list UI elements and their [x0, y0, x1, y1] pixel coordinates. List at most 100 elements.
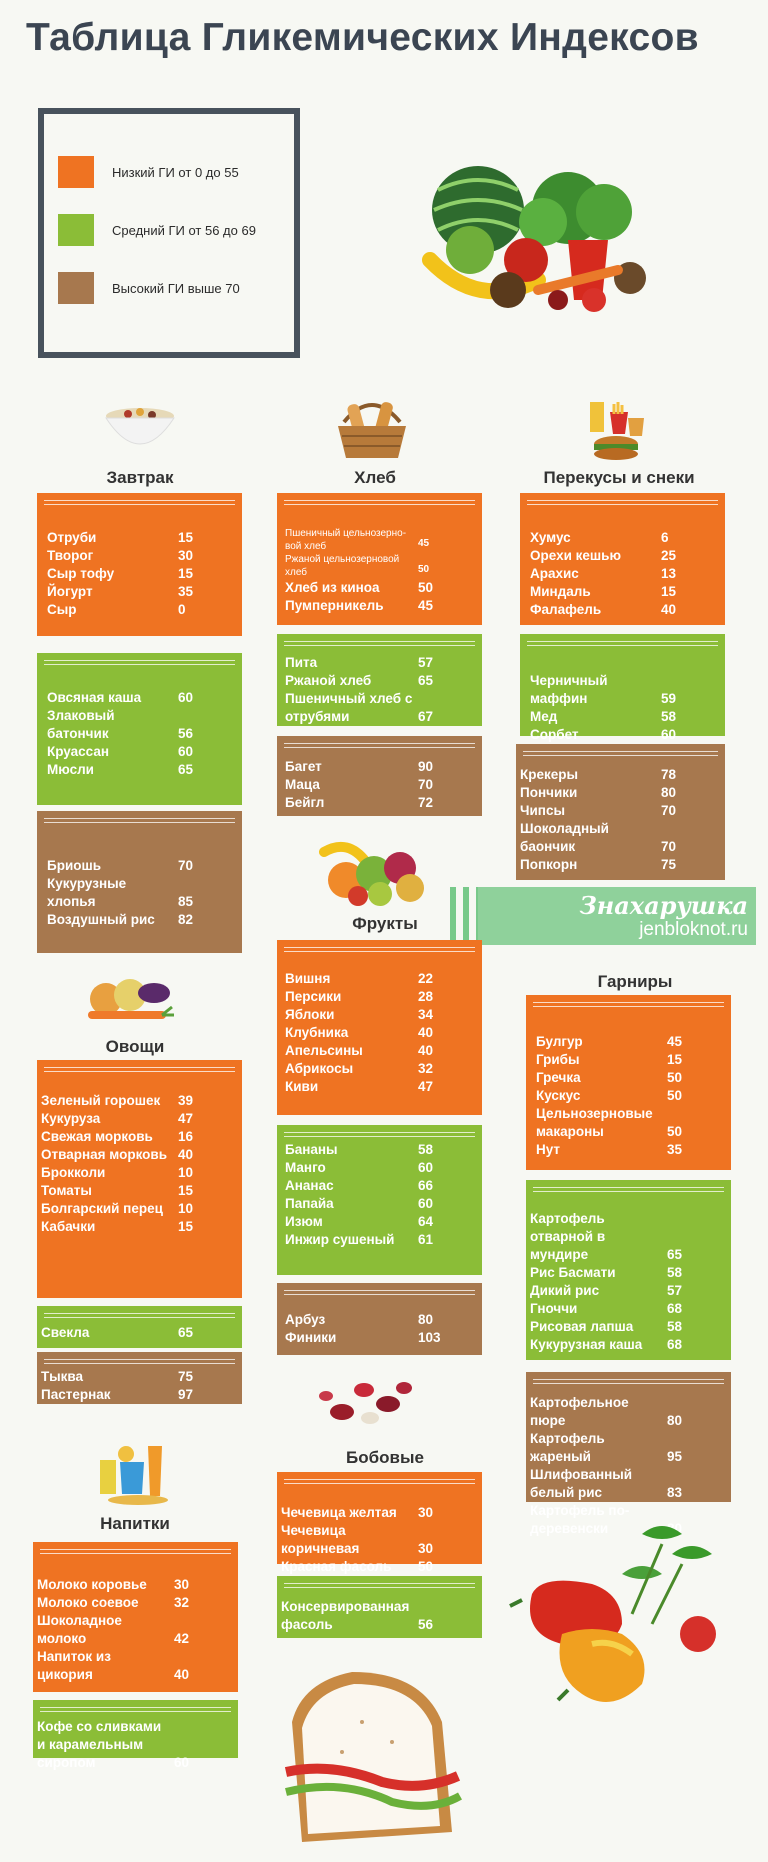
gi-box-garnish-low: Булгур 45 Грибы 15 Гречка 50 Кускус 50 Цельн… [526, 995, 731, 1170]
food-name: Финики [285, 1330, 337, 1345]
food-row: Киви 47 [285, 1078, 462, 1096]
gi-value: 15 [178, 530, 194, 545]
food-row: Рис Басмати 58 [530, 1264, 711, 1282]
gi-box-drinks-low: Молоко коровье 30 Молоко соевое 32 Шоколад… [33, 1542, 238, 1692]
food-name: Папайа [285, 1196, 334, 1211]
gi-value: 40 [174, 1667, 190, 1682]
gi-value: 15 [178, 566, 194, 581]
food-name: Сыр тофу [47, 566, 115, 581]
food-name: Киви [285, 1079, 319, 1094]
gi-value: 70 [178, 858, 194, 873]
food-row: Манго 60 [285, 1159, 462, 1177]
gi-box-garnish-high: Картофельное пюре 80 Картофель жареный 95 … [526, 1372, 731, 1536]
food-row: Шлифованный белый рис 83 [530, 1466, 711, 1502]
gi-box-snacks-high: Крекеры 78 Пончики 80 Чипсы 70 Шоколадный б… [516, 744, 725, 880]
gi-value: 40 [418, 1043, 434, 1058]
food-row: Пшеничный хлеб с отрубями 67 [285, 690, 462, 726]
gi-value: 64 [418, 1214, 434, 1229]
food-row: Ананас 66 [285, 1177, 462, 1195]
food-row: Овсяная каша 60 [47, 689, 222, 707]
sandwich-illustration [284, 1672, 462, 1842]
food-name: Абрикосы [285, 1061, 354, 1076]
food-row: Бананы 58 [285, 1141, 462, 1159]
food-name: Творог [47, 548, 94, 563]
vegetables-fruits-illustration [422, 166, 646, 312]
food-name: Сыр [47, 602, 77, 617]
food-name: Молоко коровье [37, 1577, 147, 1592]
category-title-bread: Хлеб [354, 468, 396, 487]
gi-value: 85 [178, 894, 194, 909]
gi-value: 40 [661, 602, 677, 617]
food-row: Апельсины 40 [285, 1042, 462, 1060]
food-row: Свекла 65 [41, 1324, 222, 1342]
food-name: Пита [285, 655, 318, 670]
food-row: Багет 90 [285, 758, 462, 776]
food-name: Чипсы [520, 803, 565, 818]
food-row: Сыр тофу 15 [47, 565, 222, 583]
food-row: Злаковый батончик 56 [47, 707, 222, 743]
gi-value: 60 [174, 1755, 190, 1770]
food-name: Хлеб из киноа [285, 580, 380, 595]
gi-box-drinks-medium: Кофе со сливками и карамельным сиропом 60 [33, 1700, 238, 1770]
gi-value: 35 [667, 1142, 683, 1157]
legend-label: Высокий ГИ выше 70 [112, 280, 240, 296]
food-name: Картофельное пюре [530, 1395, 629, 1428]
drinks-icon [100, 1446, 168, 1505]
food-row: Томаты 15 [41, 1182, 222, 1200]
gi-value: 56 [418, 1617, 434, 1632]
food-name: Мед [530, 709, 558, 724]
food-name: Багет [285, 759, 322, 774]
food-row: Чечевица коричневая 30 [281, 1522, 462, 1558]
food-name: Пшеничный хлеб с отрубями [285, 691, 413, 724]
gi-value: 40 [418, 1025, 434, 1040]
gi-value: 39 [178, 1093, 194, 1108]
food-name: Овсяная каша [47, 690, 142, 705]
food-name: Клубника [285, 1025, 349, 1040]
food-name: Свежая морковь [41, 1129, 153, 1144]
food-name: Цельнозерновые макароны [536, 1106, 653, 1139]
food-name: Арбуз [285, 1312, 326, 1327]
food-row: Мед 58 [530, 708, 705, 726]
gi-value: 25 [661, 548, 677, 563]
category-title-snacks: Перекусы и снеки [543, 468, 695, 487]
food-row: Кукурузные хлопья 85 [47, 875, 222, 911]
gi-value: 65 [178, 1325, 194, 1340]
gi-value: 10 [178, 1165, 194, 1180]
gi-value: 45 [418, 598, 434, 613]
food-name: Воздушный рис [47, 912, 155, 927]
gi-value: 68 [667, 1301, 683, 1316]
gi-value: 80 [418, 1312, 434, 1327]
food-row: Зеленый горошек 39 [41, 1092, 222, 1110]
category-title-garnish: Гарниры [597, 972, 673, 991]
food-name: Шоколадное молоко [37, 1613, 122, 1646]
gi-value: 40 [178, 1147, 194, 1162]
gi-value: 50 [418, 564, 430, 575]
legend-label: Низкий ГИ от 0 до 55 [112, 164, 239, 180]
gi-value: 60 [418, 1160, 434, 1175]
gi-value: 50 [667, 1088, 683, 1103]
food-row: Мюсли 65 [47, 761, 222, 779]
food-row: Сыр 0 [47, 601, 222, 619]
food-row: Отруби 15 [47, 529, 222, 547]
food-name: Вишня [285, 971, 331, 986]
category-title-drinks: Напитки [100, 1514, 170, 1533]
gi-value: 13 [661, 566, 677, 581]
gi-value: 60 [178, 744, 194, 759]
gi-value: 58 [667, 1265, 683, 1280]
food-row: Фалафель 40 [530, 601, 705, 619]
gi-value: 32 [174, 1595, 190, 1610]
food-row: Картофельное пюре 80 [530, 1394, 711, 1430]
food-row: Кофе со сливками и карамельным сиропом 60 [37, 1718, 218, 1772]
category-title-legumes: Бобовые [346, 1448, 424, 1467]
food-name: Молоко соевое [37, 1595, 139, 1610]
gi-value: 65 [178, 762, 194, 777]
food-name: Круассан [47, 744, 109, 759]
gi-value: 90 [418, 759, 434, 774]
food-name: Картофель по-деревенски [530, 1503, 630, 1536]
food-name: Попкорн [520, 857, 578, 872]
food-row: Круассан 60 [47, 743, 222, 761]
food-name: Чечевица коричневая [281, 1523, 360, 1556]
food-name: Инжир сушеный [285, 1232, 395, 1247]
food-row: Брокколи 10 [41, 1164, 222, 1182]
food-name: Кукурузные хлопья [47, 876, 127, 909]
